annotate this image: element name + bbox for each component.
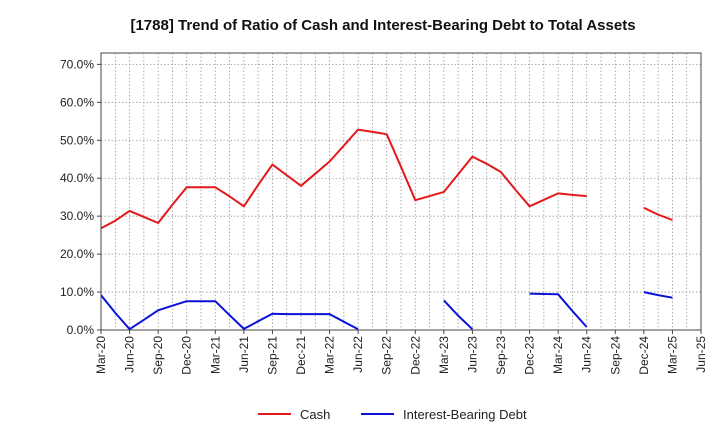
chart-title: [1788] Trend of Ratio of Cash and Intere…	[130, 17, 635, 34]
x-tick-label: Mar-25	[665, 336, 679, 374]
x-tick-label: Jun-23	[465, 336, 479, 373]
grid-lines	[101, 53, 701, 330]
y-tick-label: 50.0%	[60, 133, 94, 147]
x-tick-label: Jun-21	[237, 336, 251, 373]
y-tick-label: 40.0%	[60, 171, 94, 185]
x-tick-label: Jun-25	[694, 336, 708, 373]
y-tick-label: 70.0%	[60, 57, 94, 71]
x-tick-label: Dec-20	[180, 336, 194, 375]
x-axis: Mar-20 Jun-20 Sep-20 Dec-20 Mar-21 Jun-21 Sep-…	[94, 330, 708, 375]
series-line-interest-bearing-debt	[443, 299, 474, 330]
x-tick-label: Dec-22	[408, 336, 422, 375]
x-tick-label: Sep-21	[265, 336, 279, 375]
plot-frame	[100, 52, 702, 331]
y-tick-label: 0.0%	[67, 323, 95, 337]
x-tick-label: Mar-24	[551, 336, 565, 374]
x-tick-label: Sep-20	[151, 336, 165, 375]
x-tick-label: Sep-22	[380, 336, 394, 375]
legend: Cash Interest-Bearing Debt	[258, 407, 527, 422]
y-tick-label: 20.0%	[60, 247, 94, 261]
x-tick-label: Jun-22	[351, 336, 365, 373]
x-tick-label: Dec-24	[637, 336, 651, 375]
series-line-interest-bearing-debt	[100, 294, 359, 331]
series-line-interest-bearing-debt	[643, 291, 673, 299]
x-tick-label: Dec-21	[294, 336, 308, 375]
x-tick-label: Mar-21	[208, 336, 222, 374]
legend-label-interest-bearing-debt: Interest-Bearing Debt	[403, 407, 527, 422]
y-axis: 0.0% 10.0% 20.0% 30.0% 40.0% 50.0% 60.0% 70.0%	[60, 57, 101, 337]
y-tick-label: 30.0%	[60, 209, 94, 223]
legend-label-cash: Cash	[300, 407, 330, 422]
series-line-cash	[100, 128, 587, 230]
x-tick-label: Mar-22	[323, 336, 337, 374]
y-tick-label: 10.0%	[60, 285, 94, 299]
x-tick-label: Dec-23	[523, 336, 537, 375]
y-tick-label: 60.0%	[60, 95, 94, 109]
x-tick-label: Sep-24	[608, 336, 622, 375]
series-lines	[100, 128, 673, 331]
series-line-cash	[643, 206, 673, 221]
x-tick-label: Mar-20	[94, 336, 108, 374]
x-tick-label: Mar-23	[437, 336, 451, 374]
x-tick-label: Jun-24	[580, 336, 594, 373]
x-tick-label: Jun-20	[123, 336, 137, 373]
x-tick-label: Sep-23	[494, 336, 508, 375]
series-line-interest-bearing-debt	[529, 292, 588, 328]
